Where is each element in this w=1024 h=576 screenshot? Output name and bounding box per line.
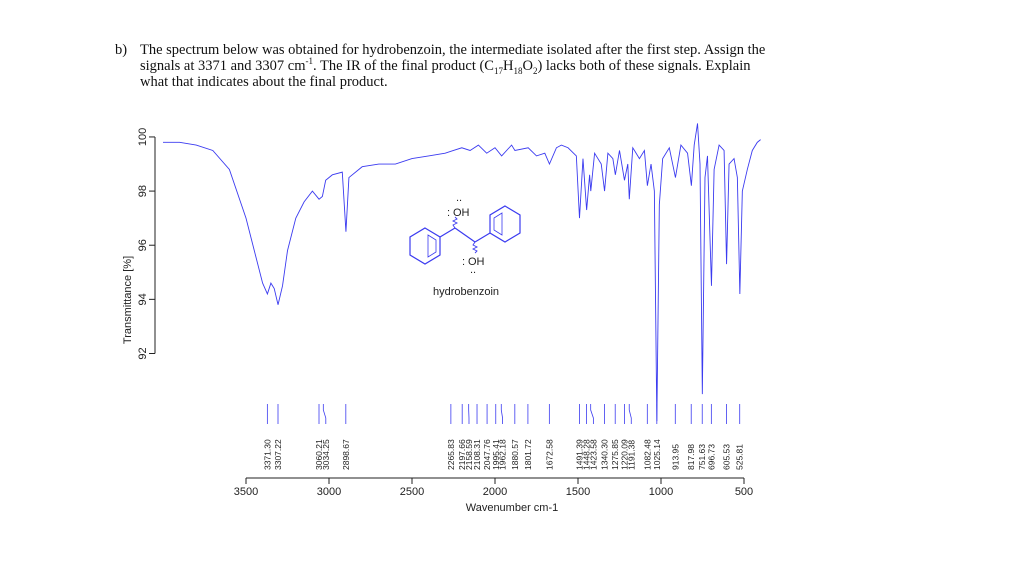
y-tick-label: 94 — [137, 293, 149, 305]
peak-label: 1962.18 — [498, 439, 508, 470]
peak-label: 2265.83 — [446, 439, 456, 470]
peak-label: 913.95 — [670, 444, 680, 470]
lone-pair: : — [462, 256, 465, 268]
peak-label: 1448.28 — [582, 439, 592, 470]
peak-label: 3034.25 — [321, 439, 331, 470]
peak-label: 1801.72 — [523, 439, 533, 470]
x-tick-label: 1500 — [566, 486, 590, 498]
subscript: 17 — [493, 65, 503, 76]
peak-marker — [590, 404, 594, 424]
lone-pair: : — [447, 207, 450, 219]
molecule-name: hydrobenzoin — [433, 286, 499, 298]
peak-label: 1995.41 — [491, 439, 501, 470]
peak-label: 1025.14 — [652, 439, 662, 470]
peak-marker — [628, 404, 632, 424]
superscript: -1 — [305, 56, 314, 67]
lone-pair: .. — [470, 264, 476, 276]
x-tick-label: 3500 — [234, 486, 258, 498]
text: The spectrum below was obtained for hydr… — [140, 42, 766, 74]
peak-label: 1275.85 — [610, 439, 620, 470]
question-text: The spectrum below was obtained for hydr… — [140, 42, 775, 90]
x-tick-label: 3000 — [317, 486, 341, 498]
y-tick-label: 92 — [137, 347, 149, 359]
text: ) lacks both of these signals. Explain w… — [140, 58, 751, 90]
peak-label: 817.98 — [686, 444, 696, 470]
peak-label: 2898.67 — [341, 439, 351, 470]
lone-pair: .. — [456, 192, 462, 204]
y-tick-label: 100 — [137, 128, 149, 146]
peak-label: 2108.31 — [472, 439, 482, 470]
peak-marker — [500, 404, 503, 424]
peak-label: 2158.59 — [464, 439, 474, 470]
spectrum-line — [163, 123, 761, 422]
peak-label: 3371.30 — [262, 439, 272, 470]
peak-label: 1191.38 — [626, 440, 636, 470]
peak-label: 1880.57 — [510, 439, 520, 470]
peak-label: 1491.39 — [574, 439, 584, 470]
peak-label: 605.53 — [721, 444, 731, 470]
peak-label: 696.73 — [706, 444, 716, 470]
peak-label: 1672.58 — [544, 439, 554, 470]
peak-marker — [322, 404, 327, 424]
text: O — [522, 58, 533, 74]
peak-label: 1082.48 — [642, 439, 652, 470]
peak-label: 3307.22 — [273, 439, 283, 470]
y-tick-label: 98 — [137, 185, 149, 197]
subscript: 18 — [513, 65, 523, 76]
peak-label: 2197.66 — [457, 439, 467, 470]
x-axis-label: Wavenumber cm-1 — [466, 502, 559, 514]
question: b) The spectrum below was obtained for h… — [115, 42, 775, 90]
x-tick-label: 2000 — [483, 486, 507, 498]
x-tick-label: 2500 — [400, 486, 424, 498]
question-label: b) — [115, 42, 128, 58]
molecule-label: OH — [468, 256, 485, 268]
peak-label: 751.63 — [697, 444, 707, 470]
peak-label: 2047.76 — [482, 439, 492, 470]
text: . The IR of the final product (C — [313, 58, 494, 74]
peak-label: 1423.58 — [588, 439, 598, 470]
y-tick-label: 96 — [137, 239, 149, 251]
peak-label: 525.81 — [735, 444, 745, 470]
text: H — [502, 58, 514, 74]
subscript: 2 — [532, 65, 538, 76]
molecule-label: OH — [453, 207, 470, 219]
peak-label: 1340.30 — [600, 439, 610, 470]
x-tick-label: 500 — [735, 486, 753, 498]
peak-label: 1220.09 — [619, 439, 629, 470]
molecule — [409, 205, 521, 265]
peak-label: 3060.21 — [314, 439, 324, 470]
x-tick-label: 1000 — [649, 486, 673, 498]
y-axis-label: Transmittance [%] — [122, 256, 134, 344]
